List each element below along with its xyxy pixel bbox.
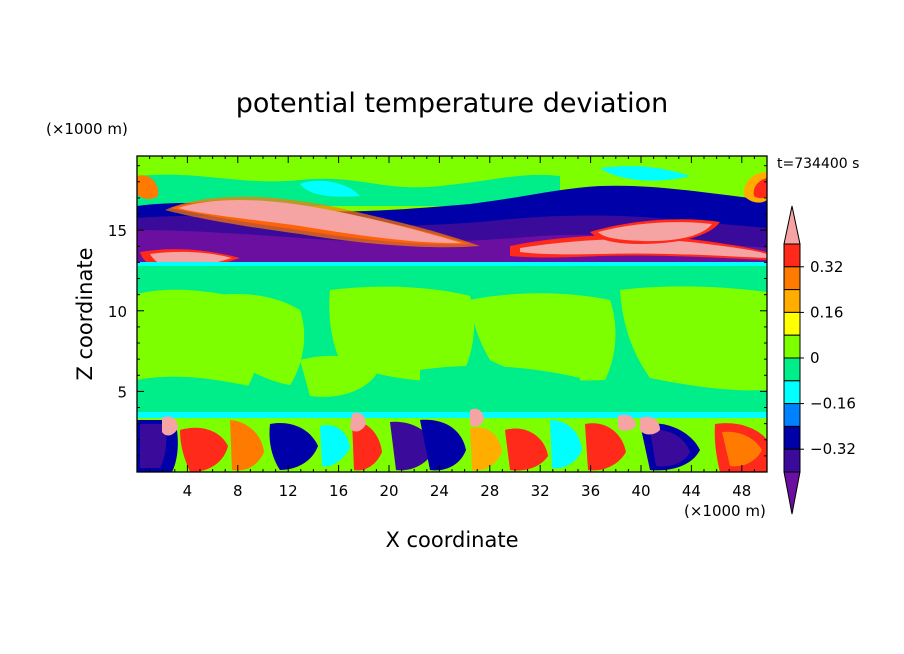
bl-cyan-2 bbox=[550, 420, 582, 469]
bl-pink-2 bbox=[350, 412, 366, 432]
teal-patch-low-2 bbox=[420, 365, 580, 412]
colorbar-box bbox=[783, 425, 801, 450]
green-patch-2 bbox=[190, 294, 305, 385]
x-tick-label: 32 bbox=[531, 482, 550, 500]
chart-title: potential temperature deviation bbox=[236, 88, 668, 119]
pink-lobe-right bbox=[520, 239, 767, 258]
x-tick-label: 24 bbox=[430, 482, 449, 500]
pink-lobe-upper-right bbox=[598, 222, 712, 242]
colorbar-box bbox=[783, 380, 801, 405]
green-patch-4 bbox=[470, 293, 616, 381]
colorbar-box bbox=[783, 334, 801, 359]
x-axis-ticks: 4 8 12 16 20 24 28 32 36 40 44 48 bbox=[149, 156, 755, 500]
colorbar-tick-label: 0 bbox=[810, 349, 820, 367]
colorbar-box bbox=[783, 403, 801, 427]
y-axis-ticks: 5 10 15 bbox=[108, 165, 767, 457]
x-tick-label: 40 bbox=[631, 482, 650, 500]
colorbar-top-arrow bbox=[783, 205, 801, 245]
x-tick-label: 4 bbox=[183, 482, 193, 500]
bl-red-1 bbox=[180, 427, 228, 472]
heatmap-field bbox=[137, 156, 767, 472]
teal-patch-low-1 bbox=[137, 376, 260, 412]
colorbar-tick-label: 0.16 bbox=[810, 303, 843, 321]
bl-pink-5 bbox=[640, 416, 660, 435]
y-axis-label: Z coordinate bbox=[73, 247, 97, 380]
bl-pink-4 bbox=[618, 414, 636, 431]
boundary-cyan-band bbox=[137, 412, 767, 418]
x-tick-label: 44 bbox=[682, 482, 701, 500]
cyan-patch-1 bbox=[300, 180, 360, 197]
x-tick-label: 20 bbox=[379, 482, 398, 500]
bl-pink-1 bbox=[162, 416, 178, 436]
colorbar-tick-label: 0.32 bbox=[810, 258, 843, 276]
colorbar-box bbox=[783, 243, 801, 268]
x-tick-label: 48 bbox=[732, 482, 751, 500]
bl-red-3 bbox=[505, 428, 548, 471]
tropopause-teal bbox=[137, 266, 767, 272]
colorbar: 0.32 0.16 0 −0.16 −0.32 bbox=[783, 205, 856, 515]
bl-blue-3 bbox=[420, 419, 466, 471]
x-tick-label: 16 bbox=[329, 482, 348, 500]
green-patch-3 bbox=[329, 286, 475, 382]
colorbar-box bbox=[783, 311, 801, 336]
x-unit-label: (×1000 m) bbox=[684, 502, 766, 520]
green-patch-6 bbox=[300, 355, 380, 397]
bl-orange-3 bbox=[722, 431, 762, 467]
pink-lobe-upper-left bbox=[178, 199, 462, 244]
x-tick-label: 36 bbox=[581, 482, 600, 500]
cyan-patch-2 bbox=[600, 166, 690, 181]
colorbar-box bbox=[783, 357, 801, 382]
pink-lobe-top-left bbox=[137, 175, 159, 200]
y-tick-label: 5 bbox=[117, 383, 127, 401]
colorbar-tick-label: −0.16 bbox=[810, 395, 856, 413]
colorbar-box bbox=[783, 289, 801, 313]
pink-lobe-top-right-core bbox=[753, 178, 767, 199]
bl-orange-2 bbox=[470, 427, 502, 471]
y-tick-label: 10 bbox=[108, 303, 127, 321]
x-tick-label: 12 bbox=[279, 482, 298, 500]
time-label: t=734400 s bbox=[777, 156, 859, 172]
y-tick-label: 15 bbox=[108, 222, 127, 240]
bl-cyan-1 bbox=[320, 425, 350, 467]
bl-orange-1 bbox=[230, 420, 264, 471]
green-patch-5 bbox=[620, 286, 767, 391]
bl-pink-3 bbox=[470, 408, 484, 427]
x-tick-label: 8 bbox=[233, 482, 243, 500]
colorbar-box bbox=[783, 448, 801, 473]
x-axis-label: X coordinate bbox=[385, 528, 518, 552]
bl-red-4 bbox=[585, 423, 626, 471]
colorbar-bottom-arrow bbox=[783, 471, 801, 515]
colorbar-box bbox=[783, 266, 801, 291]
colorbar-tick-label: −0.32 bbox=[810, 440, 856, 458]
x-tick-label: 28 bbox=[480, 482, 499, 500]
bl-purple-3 bbox=[650, 429, 690, 467]
tropopause-band bbox=[137, 262, 767, 266]
y-unit-label: (×1000 m) bbox=[46, 120, 128, 138]
bl-purple-1 bbox=[140, 424, 167, 468]
bl-blue-2 bbox=[269, 422, 318, 470]
bl-red-2 bbox=[352, 420, 382, 471]
